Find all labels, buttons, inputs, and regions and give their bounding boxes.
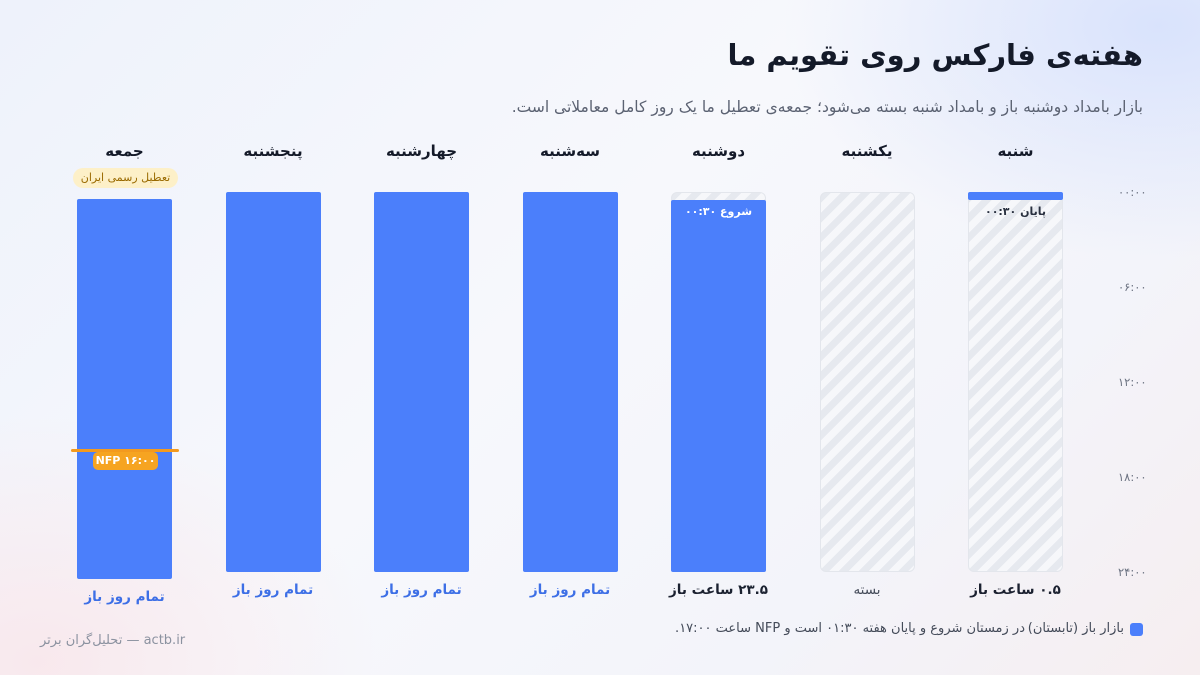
- closed-hours-track: [819, 192, 915, 572]
- nfp-badge: NFP ۱۶:۰۰: [93, 452, 158, 471]
- chart-subtitle: بازار بامداد دوشنبه باز و بامداد شنبه بس…: [511, 98, 1143, 116]
- credit-text: actb.ir — تحلیل‌گران برتر: [40, 633, 186, 648]
- open-hours-bar: [77, 199, 172, 579]
- open-hours-bar: [522, 192, 618, 572]
- day-label: جمعه: [105, 142, 144, 160]
- day-summary-label: ۰.۵ ساعت باز: [970, 582, 1061, 598]
- day-label: سه‌شنبه: [540, 142, 600, 160]
- y-axis-tick-label: ۰۰:۰۰: [1118, 185, 1147, 199]
- nfp-marker-line: [71, 449, 179, 453]
- day-label: دوشنبه: [691, 142, 746, 160]
- day-label: یکشنبه: [841, 142, 893, 160]
- y-axis-tick-label: ۲۴:۰۰: [1118, 565, 1147, 579]
- day-summary-label: بسته: [853, 582, 881, 598]
- legend-swatch-open: [1130, 623, 1143, 636]
- bar-note: شروع ۰۰:۳۰: [684, 205, 753, 218]
- day-summary-label: ۲۳.۵ ساعت باز: [668, 582, 769, 598]
- iran-holiday-badge: تعطیل رسمی ایران: [73, 168, 178, 188]
- day-summary-label: تمام روز باز: [529, 582, 611, 598]
- legend-label-open: بازار باز (تابستان): [1027, 621, 1124, 636]
- day-label: شنبه: [997, 142, 1034, 160]
- chart-title: هفته‌ی فارکس روی تقویم ما: [727, 38, 1143, 72]
- y-axis-tick-label: ۱۲:۰۰: [1118, 375, 1147, 389]
- bar-note: پایان ۰۰:۳۰: [984, 205, 1046, 218]
- open-hours-bar: [374, 192, 469, 572]
- y-axis-tick-label: ۱۸:۰۰: [1118, 470, 1147, 484]
- open-hours-bar: [968, 192, 1063, 200]
- day-summary-label: تمام روز باز: [232, 582, 314, 598]
- winter-footnote: در زمستان شروع و پایان هفته ۰۱:۳۰ است و …: [675, 621, 1025, 636]
- open-hours-bar: [671, 199, 766, 572]
- y-axis-tick-label: ۰۶:۰۰: [1118, 280, 1147, 294]
- closed-hours-track: [968, 192, 1063, 572]
- open-hours-bar: [225, 192, 321, 572]
- day-label: پنجشنبه: [243, 142, 303, 160]
- day-summary-label: تمام روز باز: [84, 589, 165, 605]
- day-summary-label: تمام روز باز: [381, 582, 462, 598]
- day-label: چهارشنبه: [385, 142, 458, 160]
